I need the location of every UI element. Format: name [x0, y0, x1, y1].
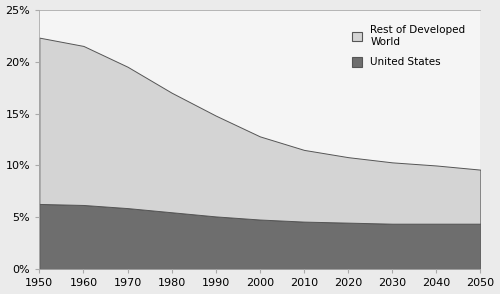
Legend: Rest of Developed
World, United States: Rest of Developed World, United States: [346, 20, 471, 73]
